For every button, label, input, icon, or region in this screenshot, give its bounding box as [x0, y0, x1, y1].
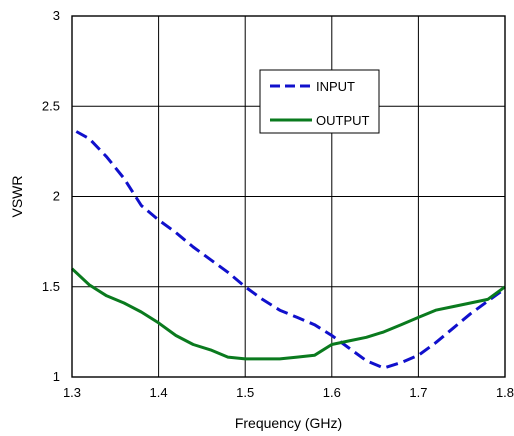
- data-point-input: [244, 286, 246, 288]
- legend-label-input: INPUT: [316, 79, 355, 94]
- data-point-input: [105, 156, 107, 158]
- data-point-input: [123, 177, 125, 179]
- x-tick-label: 1.7: [409, 385, 427, 400]
- x-tick-label: 1.4: [150, 385, 168, 400]
- y-tick-label: 1: [53, 369, 60, 384]
- data-point-output: [157, 322, 159, 324]
- data-point-input: [348, 347, 350, 349]
- y-tick-label: 2.5: [42, 98, 60, 113]
- data-point-input: [192, 246, 194, 248]
- data-point-output: [486, 298, 488, 300]
- data-point-output: [244, 358, 246, 360]
- legend-box: [259, 69, 380, 134]
- data-point-output: [383, 331, 385, 333]
- data-point-output: [192, 343, 194, 345]
- data-point-input: [400, 361, 402, 363]
- data-point-output: [261, 358, 263, 360]
- data-point-input: [331, 334, 333, 336]
- data-point-input: [452, 327, 454, 329]
- y-tick-label: 1.5: [42, 279, 60, 294]
- data-point-output: [365, 336, 367, 338]
- data-point-input: [88, 138, 90, 140]
- x-tick-label: 1.5: [236, 385, 254, 400]
- data-point-output: [469, 302, 471, 304]
- data-point-input: [365, 360, 367, 362]
- data-point-output: [435, 309, 437, 311]
- series-layer: [70, 130, 506, 370]
- x-tick-label: 1.6: [323, 385, 341, 400]
- data-point-output: [313, 354, 315, 356]
- data-point-output: [88, 284, 90, 286]
- data-point-input: [435, 342, 437, 344]
- tick-labels: 1.3 1.4 1.5 1.6 1.7 1.8 1 1.5 2 2.5 3: [42, 8, 514, 400]
- y-tick-label: 2: [53, 189, 60, 204]
- data-point-input: [279, 309, 281, 311]
- data-point-input: [209, 258, 211, 260]
- data-point-input: [296, 316, 298, 318]
- series-line-input: [75, 130, 506, 370]
- data-point-output: [105, 295, 107, 297]
- data-point-output: [209, 349, 211, 351]
- data-point-input: [75, 130, 77, 132]
- data-point-output: [417, 316, 419, 318]
- plot-frame: [71, 15, 506, 378]
- data-point-output: [175, 334, 177, 336]
- data-point-input: [175, 231, 177, 233]
- data-point-input: [157, 219, 159, 221]
- legend: INPUT OUTPUT: [259, 69, 380, 134]
- series-line-output: [70, 267, 506, 361]
- data-point-input: [261, 298, 263, 300]
- legend-label-output: OUTPUT: [316, 113, 370, 128]
- x-tick-label: 1.3: [63, 385, 81, 400]
- y-tick-label: 3: [53, 8, 60, 23]
- data-point-output: [348, 340, 350, 342]
- x-axis-title: Frequency (GHz): [235, 415, 342, 431]
- data-point-output: [331, 343, 333, 345]
- data-point-output: [296, 356, 298, 358]
- data-point-input: [140, 204, 142, 206]
- data-point-input: [417, 354, 419, 356]
- data-point-output: [227, 356, 229, 358]
- y-axis-title: VSWR: [9, 176, 25, 218]
- x-tick-label: 1.8: [496, 385, 514, 400]
- data-point-output: [452, 305, 454, 307]
- data-point-output: [279, 358, 281, 360]
- data-point-input: [227, 271, 229, 273]
- data-point-output: [140, 311, 142, 313]
- data-point-input: [383, 367, 385, 369]
- data-point-input: [469, 313, 471, 315]
- data-point-input: [313, 323, 315, 325]
- data-point-output: [400, 323, 402, 325]
- data-point-output: [123, 302, 125, 304]
